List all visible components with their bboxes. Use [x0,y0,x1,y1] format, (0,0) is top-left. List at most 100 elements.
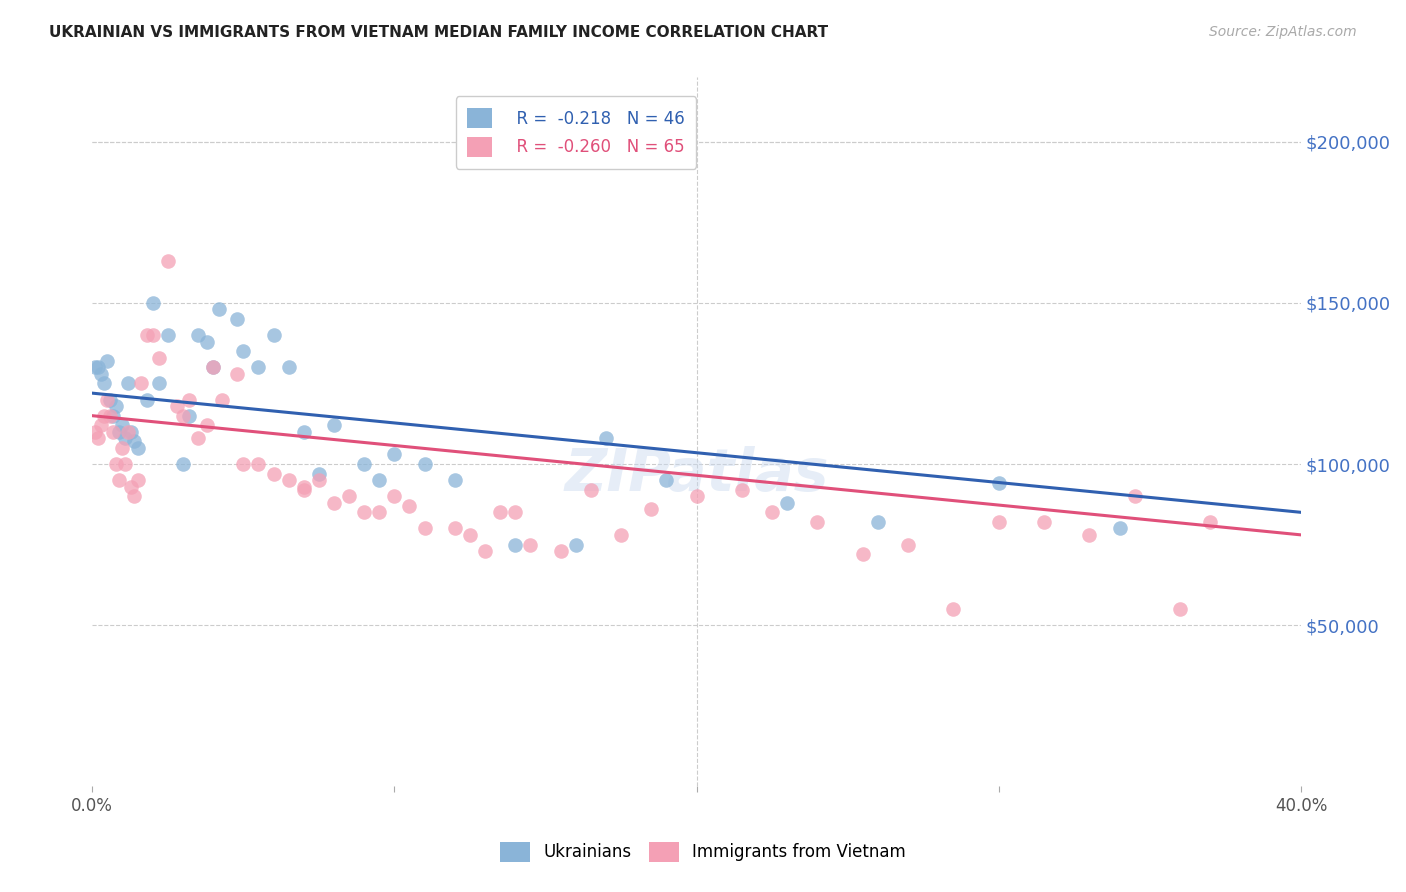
Point [337,489,360,503]
Point [142,328,165,343]
Point [124,489,146,503]
Point [148,351,170,365]
Point [195,418,218,433]
Point [503,505,526,519]
Point [655,473,678,487]
Point [121,479,143,493]
Point [108,425,131,439]
Point [353,505,375,519]
Point [156,254,179,268]
Point [579,483,602,497]
Point [398,499,420,513]
Point [384,447,406,461]
Point [93,409,115,423]
Point [208,302,231,317]
Point [148,376,170,391]
Point [806,515,828,529]
Point [87,431,110,445]
Point [105,399,128,413]
Point [177,392,200,407]
Point [610,528,633,542]
Point [942,602,965,616]
Point [166,399,188,413]
Point [142,296,165,310]
Point [127,441,149,455]
Point [111,441,134,455]
Point [93,376,115,391]
Point [1199,515,1222,529]
Point [90,418,112,433]
Point [852,547,875,561]
Point [277,473,299,487]
Point [187,431,209,445]
Point [103,425,125,439]
Point [195,334,218,349]
Point [323,418,346,433]
Point [247,360,270,375]
Point [263,467,285,481]
Point [108,473,131,487]
Point [640,502,662,516]
Point [98,392,121,407]
Point [1168,602,1191,616]
Point [103,409,125,423]
Point [172,409,194,423]
Point [111,418,134,433]
Point [232,457,254,471]
Point [458,528,481,542]
Point [443,473,465,487]
Point [308,467,330,481]
Text: Source: ZipAtlas.com: Source: ZipAtlas.com [1209,25,1357,39]
Point [368,505,391,519]
Legend: Ukrainians, Immigrants from Vietnam: Ukrainians, Immigrants from Vietnam [492,833,914,871]
Point [685,489,707,503]
Point [90,367,112,381]
Point [1033,515,1056,529]
Point [413,457,436,471]
Point [114,431,136,445]
Point [124,434,146,449]
Point [368,473,391,487]
Point [135,328,157,343]
Text: UKRAINIAN VS IMMIGRANTS FROM VIETNAM MEDIAN FAMILY INCOME CORRELATION CHART: UKRAINIAN VS IMMIGRANTS FROM VIETNAM MED… [49,25,828,40]
Text: ZIPatlas: ZIPatlas [564,446,830,503]
Point [226,312,249,326]
Point [84,360,107,375]
Point [474,544,496,558]
Point [202,360,225,375]
Point [247,457,270,471]
Point [489,505,512,519]
Point [202,360,225,375]
Point [292,479,315,493]
Point [277,360,299,375]
Point [761,505,783,519]
Point [87,360,110,375]
Point [564,537,586,551]
Point [308,473,330,487]
Point [96,392,118,407]
Point [384,489,406,503]
Point [263,328,285,343]
Point [866,515,889,529]
Point [156,328,179,343]
Point [897,537,920,551]
Point [1078,528,1101,542]
Point [353,457,375,471]
Point [731,483,754,497]
Point [129,376,152,391]
Point [292,425,315,439]
Point [105,457,128,471]
Point [776,496,799,510]
Point [211,392,233,407]
Point [1108,521,1130,535]
Point [413,521,436,535]
Point [503,537,526,551]
Point [117,425,139,439]
Point [987,515,1010,529]
Point [187,328,209,343]
Point [443,521,465,535]
Point [595,431,617,445]
Point [117,376,139,391]
Point [987,476,1010,491]
Point [177,409,200,423]
